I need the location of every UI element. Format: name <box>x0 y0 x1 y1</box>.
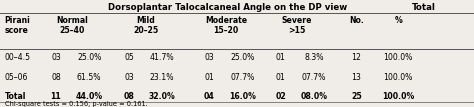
Text: 01: 01 <box>276 73 285 82</box>
Text: 07.7%: 07.7% <box>230 73 255 82</box>
Text: 02: 02 <box>275 92 286 101</box>
Text: 8.3%: 8.3% <box>304 54 324 62</box>
Text: 41.7%: 41.7% <box>150 54 174 62</box>
Text: 01: 01 <box>276 54 285 62</box>
Text: 07.7%: 07.7% <box>301 73 326 82</box>
Text: Moderate
15–20: Moderate 15–20 <box>205 16 247 35</box>
Text: 08.0%: 08.0% <box>301 92 327 101</box>
Text: Chi-square tests = 0.156; p-value = 0.161.: Chi-square tests = 0.156; p-value = 0.16… <box>5 101 147 107</box>
Text: 03: 03 <box>51 54 61 62</box>
Text: No.: No. <box>349 16 364 25</box>
Text: %: % <box>394 16 402 25</box>
Text: Dorsoplantar Talocalcaneal Angle on the DP view: Dorsoplantar Talocalcaneal Angle on the … <box>108 3 347 12</box>
Text: 05–06: 05–06 <box>5 73 28 82</box>
Text: 25.0%: 25.0% <box>77 54 101 62</box>
Text: 01: 01 <box>205 73 214 82</box>
Text: 100.0%: 100.0% <box>382 92 414 101</box>
Text: Normal
25–40: Normal 25–40 <box>56 16 89 35</box>
Text: 12: 12 <box>352 54 361 62</box>
Text: 100.0%: 100.0% <box>383 54 413 62</box>
Text: 25.0%: 25.0% <box>230 54 255 62</box>
Text: 08: 08 <box>124 92 134 101</box>
Text: Total: Total <box>412 3 436 12</box>
Text: 32.0%: 32.0% <box>149 92 175 101</box>
Text: 08: 08 <box>51 73 61 82</box>
Text: 44.0%: 44.0% <box>75 92 103 101</box>
Text: 04: 04 <box>204 92 215 101</box>
Text: 16.0%: 16.0% <box>229 92 256 101</box>
Text: 100.0%: 100.0% <box>383 73 413 82</box>
Text: Pirani
score: Pirani score <box>5 16 31 35</box>
Text: 23.1%: 23.1% <box>150 73 174 82</box>
Text: 11: 11 <box>51 92 61 101</box>
Text: 13: 13 <box>352 73 361 82</box>
Text: Mild
20–25: Mild 20–25 <box>133 16 158 35</box>
Text: 61.5%: 61.5% <box>77 73 101 82</box>
Text: Total: Total <box>5 92 26 101</box>
Text: 00–4.5: 00–4.5 <box>5 54 31 62</box>
Text: 03: 03 <box>205 54 214 62</box>
Text: 05: 05 <box>124 54 134 62</box>
Text: Severe
>15: Severe >15 <box>282 16 312 35</box>
Text: 25: 25 <box>351 92 362 101</box>
Text: 03: 03 <box>124 73 134 82</box>
